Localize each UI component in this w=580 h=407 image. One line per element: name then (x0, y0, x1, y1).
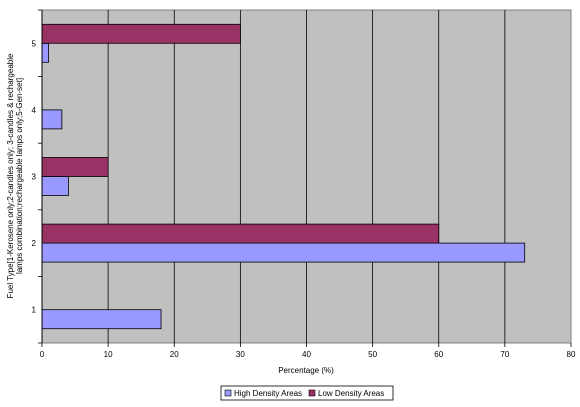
x-tick-label-40: 40 (302, 350, 311, 359)
x-tick-label-80: 80 (567, 350, 576, 359)
bar-low-density-5 (41, 23, 241, 44)
x-tick-label-0: 0 (40, 350, 45, 359)
bar-high-density-1 (41, 309, 162, 330)
y-tick-label-5: 5 (32, 39, 37, 48)
y-axis-title-line-2: lamps combination;rechargeable lamps onl… (15, 78, 24, 274)
y-tick-label-3: 3 (32, 173, 37, 182)
x-tick-label-50: 50 (368, 350, 377, 359)
x-tick-label-60: 60 (434, 350, 443, 359)
bar-high-density-5 (41, 42, 50, 63)
legend: High Density Areas Low Density Areas (220, 385, 394, 401)
gridlines (107, 10, 506, 343)
legend-swatch-low-density (308, 389, 316, 397)
x-tick-label-70: 70 (500, 350, 509, 359)
y-axis-title-line-1: Fuel Type[1-Kerosene only;2-candles only… (6, 53, 15, 298)
bars (41, 23, 526, 330)
legend-box (220, 385, 394, 401)
bar-high-density-4 (41, 109, 63, 130)
y-tick-label-1: 1 (32, 306, 37, 315)
y-tick-label-2: 2 (32, 239, 37, 248)
bar-low-density-2 (41, 223, 440, 244)
bar-high-density-2 (41, 242, 526, 263)
bar-low-density-3 (41, 157, 109, 177)
x-tick-label-10: 10 (104, 350, 113, 359)
x-axis-title: Percentage (%) (278, 366, 334, 375)
axes (38, 9, 572, 347)
legend-label-low-density: Low Density Areas (318, 389, 384, 398)
x-tick-label-20: 20 (170, 350, 179, 359)
x-tick-label-30: 30 (236, 350, 245, 359)
bar-high-density-3 (41, 176, 69, 196)
tick-labels: 0 10 20 30 40 50 60 70 80 1 2 3 4 5 (32, 39, 576, 359)
y-tick-label-4: 4 (32, 106, 37, 115)
legend-label-high-density: High Density Areas (234, 389, 302, 398)
y-axis-title: Fuel Type[1-Kerosene only;2-candles only… (6, 53, 24, 298)
legend-swatch-high-density (224, 389, 232, 397)
